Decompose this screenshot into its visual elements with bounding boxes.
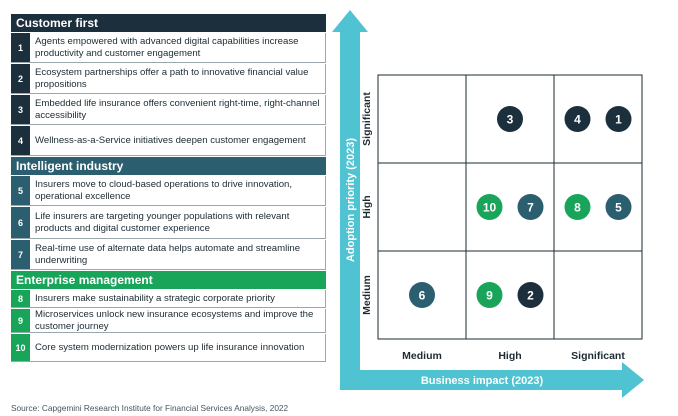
tick-labels: Medium High Significant Medium High Significa… xyxy=(361,92,625,362)
bubble-label: 1 xyxy=(615,112,622,126)
bubble-label: 5 xyxy=(615,200,622,214)
trend-number: 1 xyxy=(11,33,30,62)
trend-row: 4 Wellness-as-a-Service initiatives deepe… xyxy=(11,126,326,156)
trend-number: 2 xyxy=(11,64,30,93)
trend-description: Ecosystem partnerships offer a path to i… xyxy=(30,64,326,93)
trend-description: Life insurers are targeting younger popu… xyxy=(30,207,326,238)
bubble-label: 7 xyxy=(527,200,534,214)
section-header-intelligent-industry: Intelligent industry xyxy=(11,157,326,175)
bubbles-layer: 4 1 9 2 3 8 5 6 10 7 xyxy=(409,106,632,308)
trend-row: 6 Life insurers are targeting younger pop… xyxy=(11,207,326,239)
trend-row: 5 Insurers move to cloud-based operations… xyxy=(11,176,326,206)
y-tick-label: High xyxy=(361,195,373,218)
trend-description: Microservices unlock new insurance ecosy… xyxy=(30,309,326,332)
y-axis-arrow xyxy=(332,10,368,390)
trend-bubble xyxy=(605,106,632,132)
trend-description: Insurers make sustainability a strategic… xyxy=(30,290,326,307)
x-axis-arrow xyxy=(340,362,644,398)
bubble-label: 8 xyxy=(574,200,581,214)
trend-row: 7 Real-time use of alternate data helps a… xyxy=(11,240,326,270)
trend-row: 1 Agents empowered with advanced digital … xyxy=(11,33,326,63)
bubble-label: 2 xyxy=(527,288,534,302)
trend-description: Embedded life insurance offers convenien… xyxy=(30,95,326,124)
trend-bubble xyxy=(564,106,591,132)
trend-row: 9 Microservices unlock new insurance ecos… xyxy=(11,309,326,333)
trend-row: 10 Core system modernization powers up li… xyxy=(11,334,326,362)
trend-bubble xyxy=(605,194,632,220)
x-tick-label: Significant xyxy=(571,350,625,362)
trend-legend-panel: Customer first 1 Agents empowered with adv… xyxy=(11,14,326,363)
trend-bubble xyxy=(517,194,544,220)
trend-description: Real-time use of alternate data helps au… xyxy=(30,240,326,269)
trend-number: 9 xyxy=(11,309,30,332)
y-tick-label: Significant xyxy=(361,92,373,146)
trend-description: Core system modernization powers up life… xyxy=(30,334,326,361)
bubble-label: 6 xyxy=(419,288,426,302)
trend-bubble xyxy=(476,282,503,308)
trend-number: 6 xyxy=(11,207,30,238)
trend-bubble xyxy=(409,282,435,308)
trend-bubble xyxy=(517,282,544,308)
x-axis-title: Business impact (2023) xyxy=(421,375,544,387)
trend-row: 8 Insurers make sustainability a strategi… xyxy=(11,290,326,308)
section-header-enterprise-management: Enterprise management xyxy=(11,271,326,289)
trend-number: 5 xyxy=(11,176,30,205)
trend-description: Insurers move to cloud-based operations … xyxy=(30,176,326,205)
axes-layer: Adoption priority (2023) Business impact … xyxy=(332,10,644,398)
x-tick-label: High xyxy=(498,350,521,362)
bubble-label: 4 xyxy=(574,112,581,126)
trend-bubble xyxy=(476,194,503,220)
trend-description: Agents empowered with advanced digital c… xyxy=(30,33,326,62)
y-axis-title: Adoption priority (2023) xyxy=(345,138,357,262)
trend-number: 3 xyxy=(11,95,30,124)
trend-number: 7 xyxy=(11,240,30,269)
trend-number: 10 xyxy=(11,334,30,361)
bubble-label: 10 xyxy=(483,200,497,214)
x-tick-label: Medium xyxy=(402,350,442,362)
trend-number: 4 xyxy=(11,126,30,155)
priority-matrix-chart: Adoption priority (2023) Business impact … xyxy=(332,10,644,398)
trend-row: 2 Ecosystem partnerships offer a path to … xyxy=(11,64,326,94)
trend-number: 8 xyxy=(11,290,30,307)
trend-description: Wellness-as-a-Service initiatives deepen… xyxy=(30,126,326,155)
y-tick-label: Medium xyxy=(361,275,373,315)
trend-bubble xyxy=(497,106,523,132)
source-note: Source: Capgemini Research Institute for… xyxy=(11,403,289,413)
trend-row: 3 Embedded life insurance offers convenie… xyxy=(11,95,326,125)
bubble-label: 3 xyxy=(507,112,514,126)
bubble-label: 9 xyxy=(486,288,493,302)
trend-bubble xyxy=(564,194,591,220)
section-header-customer-first: Customer first xyxy=(11,14,326,32)
